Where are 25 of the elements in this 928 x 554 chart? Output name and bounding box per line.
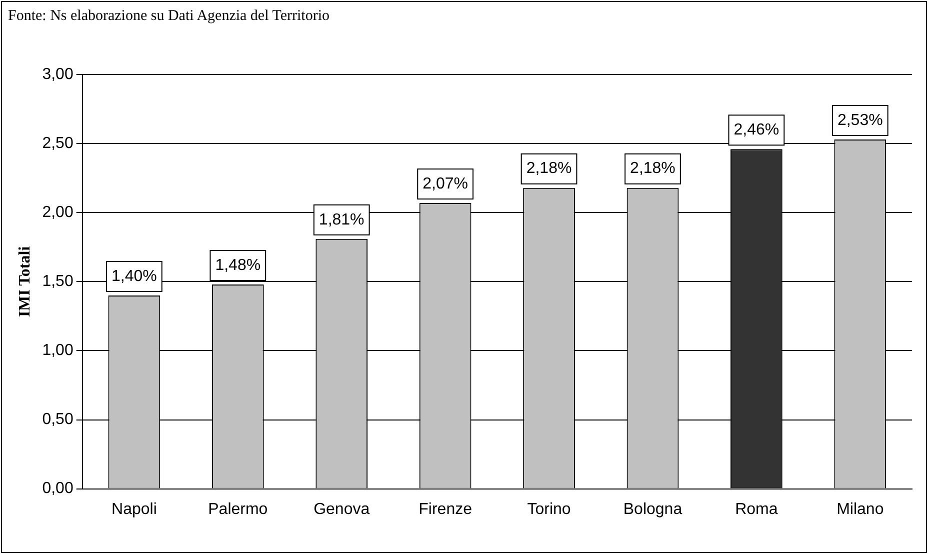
source-note: Fonte: Ns elaborazione su Dati Agenzia del Territorio [8,7,330,26]
x-tick-label: Roma [735,500,778,518]
data-label: 2,53% [837,112,883,129]
y-tick-label: 3,00 [42,66,74,84]
data-label: 2,18% [630,160,676,178]
data-label: 2,07% [422,175,468,192]
x-tick-label: Firenze [418,500,472,518]
data-label: 2,46% [734,122,780,139]
data-label: 2,18% [526,160,572,178]
x-tick-label: Napoli [112,500,157,518]
x-tick-label: Palermo [208,500,268,518]
y-tick-label: 0,00 [42,480,74,498]
y-tick-label: 1,50 [42,273,74,290]
x-tick-label: Torino [527,500,571,518]
data-label: 1,48% [215,256,261,274]
y-axis-title: IMI Totali [16,246,34,318]
y-tick-label: 2,00 [42,204,74,222]
data-label: 1,40% [112,268,157,285]
y-tick-label: 2,50 [42,135,74,152]
y-tick-label: 0,50 [42,411,74,428]
x-tick-label: Milano [836,500,884,518]
data-label: 1,81% [318,211,364,228]
x-tick-label: Genova [314,500,370,518]
x-tick-label: Bologna [623,500,682,518]
y-tick-label: 1,00 [42,342,74,360]
